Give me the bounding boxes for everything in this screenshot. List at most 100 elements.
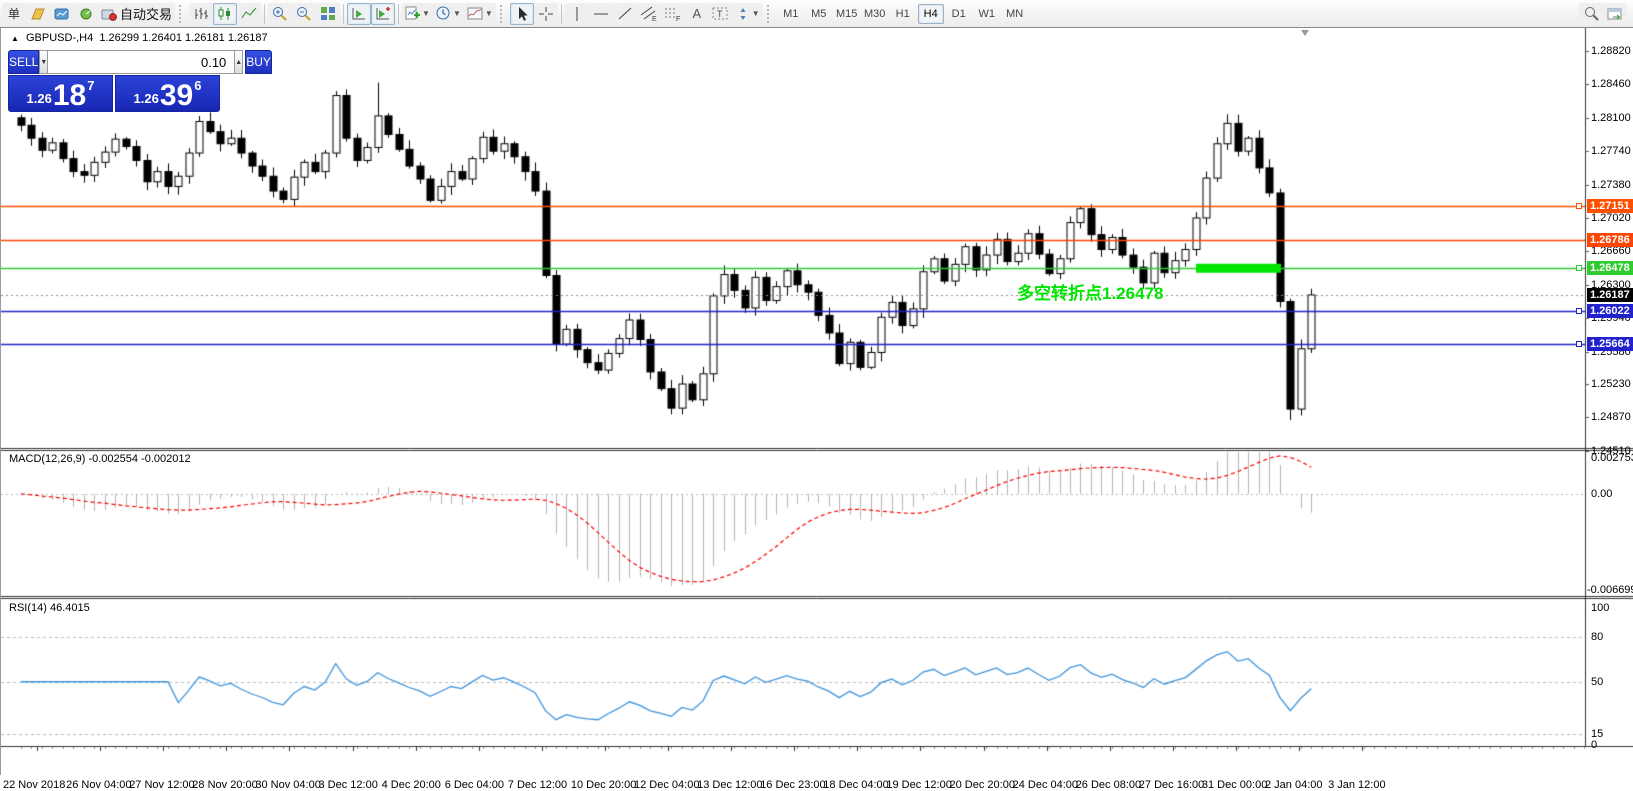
search-button[interactable] xyxy=(1579,2,1603,25)
new-order-button[interactable]: 单 xyxy=(2,2,26,25)
timeframe-h4[interactable]: H4 xyxy=(917,3,944,24)
price-axis-label: 1.26660 xyxy=(1591,245,1631,258)
toolbar-grip xyxy=(499,4,507,23)
rsi-axis-label: 50 xyxy=(1591,675,1604,688)
horizontal-line-tool[interactable] xyxy=(588,2,613,25)
signals-icon[interactable] xyxy=(74,2,98,25)
level-line-handle[interactable] xyxy=(1576,265,1582,272)
time-axis-label: 22 Nov 2018 xyxy=(3,779,66,791)
auto-scroll-icon xyxy=(352,8,366,20)
crosshair-icon xyxy=(538,6,553,21)
time-axis-label: 27 Nov 12:00 xyxy=(129,779,195,791)
new-order-label: 单 xyxy=(7,7,20,21)
trendline-tool[interactable] xyxy=(612,2,637,25)
toolbar-separator xyxy=(343,3,345,24)
volume-input[interactable] xyxy=(48,50,235,74)
timeframe-mn[interactable]: MN xyxy=(1006,7,1024,20)
cursor-tool[interactable] xyxy=(509,2,534,25)
symbol-ohlc: 1.26299 1.26401 1.26181 1.26187 xyxy=(99,32,268,44)
tile-windows-button[interactable] xyxy=(316,2,341,25)
zoom-in-button[interactable] xyxy=(268,2,293,25)
text-tool[interactable]: A xyxy=(684,2,709,25)
time-axis-label: 4 Dec 20:00 xyxy=(381,779,441,791)
price-axis-label: 1.24870 xyxy=(1591,411,1631,424)
zoom-out-button[interactable] xyxy=(292,2,317,25)
favorites-icon[interactable] xyxy=(26,2,50,25)
price-axis-label: 1.28820 xyxy=(1591,45,1631,57)
price-axis-label: 1.27740 xyxy=(1591,145,1631,158)
buy-price-display[interactable]: 1.26 39 6 xyxy=(115,75,220,112)
sell-price-pip: 7 xyxy=(87,78,95,93)
volume-decrease-button[interactable]: ▼ xyxy=(39,50,49,74)
symbol-collapse-icon[interactable]: ▲ xyxy=(11,34,19,43)
sell-price-display[interactable]: 1.26 18 7 xyxy=(8,75,113,112)
time-axis-label: 10 Dec 20:00 xyxy=(570,779,637,791)
buy-button[interactable]: BUY xyxy=(245,50,272,74)
macd-label: MACD(12,26,9) -0.002554 -0.002012 xyxy=(9,453,191,465)
price-axis-label: 1.26300 xyxy=(1591,278,1631,291)
chart-shift-button[interactable] xyxy=(371,2,396,25)
blue-chart-icon xyxy=(54,8,69,19)
rsi-axis-label: 0 xyxy=(1591,739,1598,751)
chart-shift-marker xyxy=(1301,30,1309,36)
line-chart-button[interactable] xyxy=(237,2,262,25)
cursor-icon xyxy=(518,6,528,21)
time-axis-label: 20 Dec 20:00 xyxy=(949,779,1015,791)
horizontal-line-icon xyxy=(593,13,608,14)
time-axis-label: 16 Dec 23:00 xyxy=(760,779,826,791)
price-chart-canvas[interactable] xyxy=(1,28,1633,775)
crosshair-tool[interactable] xyxy=(533,2,558,25)
vertical-line-tool[interactable] xyxy=(564,2,589,25)
price-axis-label: 1.28100 xyxy=(1591,111,1631,124)
text-label-icon: T xyxy=(712,7,728,20)
one-click-trading-panel: SELL ▼ ▲ BUY 1.26 18 7 1.26 39 6 xyxy=(8,50,272,112)
macd-axis-min: -0.006699 xyxy=(1587,584,1633,596)
time-axis-label: 27 Dec 16:00 xyxy=(1138,779,1205,791)
clock-icon xyxy=(436,6,450,20)
level-price-badge: 1.25664 xyxy=(1587,336,1633,351)
price-axis-label: 1.27020 xyxy=(1591,211,1631,224)
candlestick-chart-button[interactable] xyxy=(213,2,238,25)
templates-dropdown[interactable]: ▼ xyxy=(463,2,496,25)
fibonacci-tool[interactable]: F xyxy=(660,2,685,25)
channel-tool[interactable]: E xyxy=(636,2,661,25)
trendline-icon xyxy=(618,7,632,20)
volume-increase-button[interactable]: ▲ xyxy=(234,50,244,74)
zoom-in-icon xyxy=(273,7,287,21)
new-window-icon xyxy=(1607,8,1622,19)
level-line-handle[interactable] xyxy=(1576,202,1582,209)
rsi-axis-label: 80 xyxy=(1591,631,1604,643)
market-watch-icon[interactable] xyxy=(50,2,74,25)
indicators-dropdown[interactable]: ▼ xyxy=(402,2,433,25)
price-axis-label: 1.24510 xyxy=(1591,444,1631,457)
timeframe-m1[interactable]: M1 xyxy=(783,7,799,20)
timeframe-m30[interactable]: M30 xyxy=(864,7,886,20)
time-axis-label: 26 Nov 04:00 xyxy=(66,779,132,791)
time-axis-label: 12 Dec 04:00 xyxy=(634,779,700,791)
bar-chart-icon xyxy=(195,8,209,19)
timeframe-d1[interactable]: D1 xyxy=(951,7,966,20)
timeframe-w1[interactable]: W1 xyxy=(978,7,995,20)
timeframe-h1[interactable]: H1 xyxy=(895,7,910,20)
autotrading-button[interactable]: 自动交易 xyxy=(98,2,176,25)
arrows-dropdown[interactable]: ▼ xyxy=(732,2,763,25)
timeframe-m5[interactable]: M5 xyxy=(811,7,827,20)
chart-window: ▲ GBPUSD-,H4 1.26299 1.26401 1.26181 1.2… xyxy=(0,28,1633,791)
auto-scroll-button[interactable] xyxy=(347,2,372,25)
chevron-down-icon: ▼ xyxy=(484,9,493,18)
bar-chart-button[interactable] xyxy=(189,2,214,25)
sell-button[interactable]: SELL xyxy=(8,50,40,74)
chart-shift-icon xyxy=(376,7,391,20)
timeframe-m15[interactable]: M15 xyxy=(836,7,858,20)
zoom-out-icon xyxy=(297,7,311,21)
level-line-handle[interactable] xyxy=(1576,307,1582,314)
periods-dropdown[interactable]: ▼ xyxy=(432,2,464,25)
new-window-button[interactable] xyxy=(1603,2,1627,25)
pivot-annotation-text[interactable]: 多空转折点1.26478 xyxy=(1017,284,1164,303)
level-line-handle[interactable] xyxy=(1576,340,1582,347)
rsi-axis-label: 15 xyxy=(1591,727,1604,740)
level-price-badge: 1.26786 xyxy=(1587,232,1633,247)
text-label-tool[interactable]: T xyxy=(708,2,733,25)
time-axis-label: 26 Dec 08:00 xyxy=(1075,779,1142,791)
toolbar-grip xyxy=(766,4,774,23)
